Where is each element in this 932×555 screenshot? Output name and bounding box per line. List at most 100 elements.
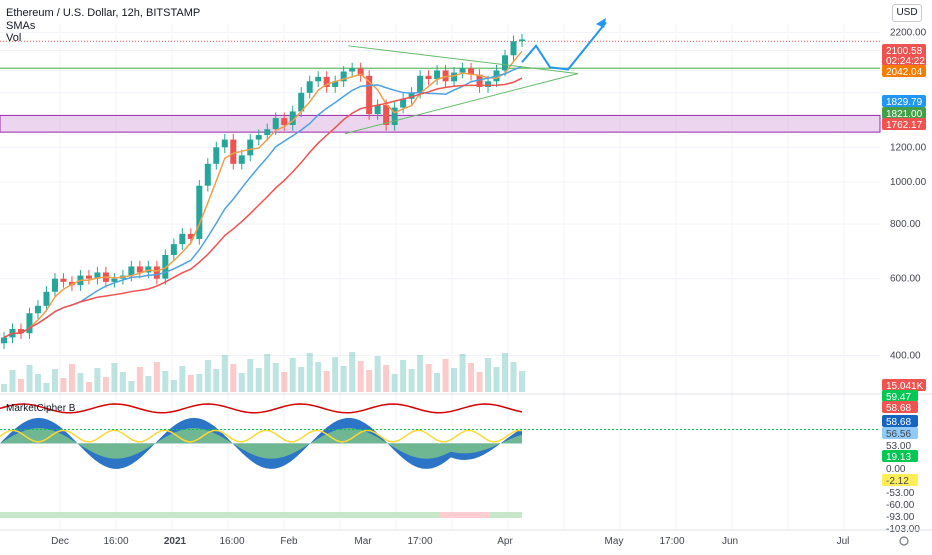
- sma-fast-line: [3, 50, 523, 339]
- oscillator-badge: [882, 390, 918, 402]
- volume-bar: [1, 384, 7, 392]
- volume-bar: [272, 363, 279, 392]
- time-tick-label: 16:00: [103, 536, 128, 547]
- candle: [374, 105, 381, 115]
- rsi-line: [0, 403, 523, 414]
- price-tick-label: 1200.00: [890, 142, 927, 153]
- time-tick-label: 17:00: [407, 536, 432, 547]
- price-badge: [882, 107, 926, 119]
- candle: [255, 135, 262, 140]
- price-badge-label: 2042.04: [886, 67, 923, 78]
- candle: [204, 163, 211, 186]
- volume-bar: [128, 381, 135, 392]
- candle: [298, 92, 305, 112]
- time-tick-label: Jun: [722, 536, 738, 547]
- candle: [34, 305, 41, 314]
- volume-bar: [255, 368, 262, 392]
- price-badge: [882, 44, 926, 66]
- candle: [213, 147, 220, 164]
- price-tick-label: 2200.00: [890, 27, 927, 38]
- candle: [17, 329, 24, 334]
- sma-indicator-label[interactable]: SMAs: [6, 20, 36, 32]
- volume-bar: [238, 373, 245, 392]
- candle: [451, 72, 458, 82]
- candle: [170, 244, 177, 255]
- volume-bar: [383, 365, 390, 392]
- oscillator-badge: [882, 427, 918, 439]
- candle: [1, 337, 7, 344]
- candle: [238, 155, 245, 164]
- volume-bar: [51, 369, 58, 392]
- candle: [315, 76, 322, 82]
- oscillator-signal-bar-red: [440, 512, 490, 518]
- candle: [289, 111, 296, 125]
- candle: [510, 41, 517, 56]
- time-tick-label: 16:00: [219, 536, 244, 547]
- volume-bar: [502, 353, 509, 392]
- oscillator-title[interactable]: MarketCipher B: [6, 403, 76, 414]
- volume-bar: [196, 374, 203, 392]
- candle: [476, 74, 483, 87]
- candle: [485, 81, 492, 87]
- candle: [332, 81, 339, 87]
- chart-title: Ethereum / U.S. Dollar, 12h, BITSTAMP: [6, 7, 201, 19]
- settings-icon: [899, 536, 909, 546]
- volume-bar: [9, 370, 16, 392]
- trendline-upper: [347, 45, 579, 75]
- price-badge-label: 1829.79: [886, 97, 923, 108]
- oscillator-tick-label: 58.68: [886, 403, 911, 414]
- volume-bar: [459, 354, 466, 392]
- stoch-line: [0, 429, 523, 443]
- volume-bar: [17, 379, 24, 392]
- time-tick-label: Mar: [354, 536, 372, 547]
- candle: [111, 278, 118, 282]
- oscillator-tick-label: 0.00: [886, 464, 906, 475]
- price-tick-label: 600.00: [890, 274, 921, 285]
- candle: [179, 233, 186, 245]
- volume-bar: [417, 355, 424, 392]
- volume-bar: [442, 359, 449, 392]
- candle: [323, 76, 330, 87]
- volume-bar: [400, 360, 407, 392]
- volume-bar: [519, 371, 525, 392]
- price-badge: [882, 65, 926, 77]
- volume-bar: [204, 360, 211, 392]
- currency-button[interactable]: USD: [892, 4, 922, 22]
- candle: [400, 98, 407, 108]
- candle: [26, 313, 33, 334]
- candle: [128, 266, 135, 276]
- candle: [519, 39, 525, 42]
- volume-bar: [315, 362, 322, 392]
- time-tick-label: Dec: [51, 536, 69, 547]
- price-badge: [882, 95, 926, 107]
- price-tick-label: 800.00: [890, 219, 921, 230]
- volume-bar: [451, 368, 458, 392]
- candle: [272, 118, 279, 130]
- volume-bar: [230, 364, 237, 392]
- volume-bar: [391, 374, 398, 392]
- candle: [281, 118, 288, 125]
- projection-arrowhead: [596, 18, 606, 28]
- volume-bar: [485, 358, 492, 392]
- candle: [459, 68, 466, 73]
- volume-indicator-label[interactable]: Vol: [6, 32, 22, 44]
- time-tick-label: Apr: [497, 536, 513, 547]
- candle: [196, 185, 203, 239]
- volume-bar: [77, 373, 84, 392]
- oscillator-badge: [882, 474, 918, 486]
- trendline-lower: [344, 73, 579, 135]
- volume-bar: [136, 367, 143, 392]
- candle: [349, 68, 356, 72]
- price-badge-label: 15.041K: [886, 381, 924, 392]
- volume-bar: [374, 356, 381, 392]
- volume-bar: [476, 372, 483, 392]
- candle: [221, 139, 228, 148]
- volume-bar: [323, 371, 330, 392]
- candle: [187, 233, 194, 239]
- volume-bar: [102, 377, 109, 392]
- time-tick-label: 17:00: [659, 536, 684, 547]
- volume-bar: [119, 372, 126, 392]
- oscillator-tick-label: -53.00: [886, 488, 915, 499]
